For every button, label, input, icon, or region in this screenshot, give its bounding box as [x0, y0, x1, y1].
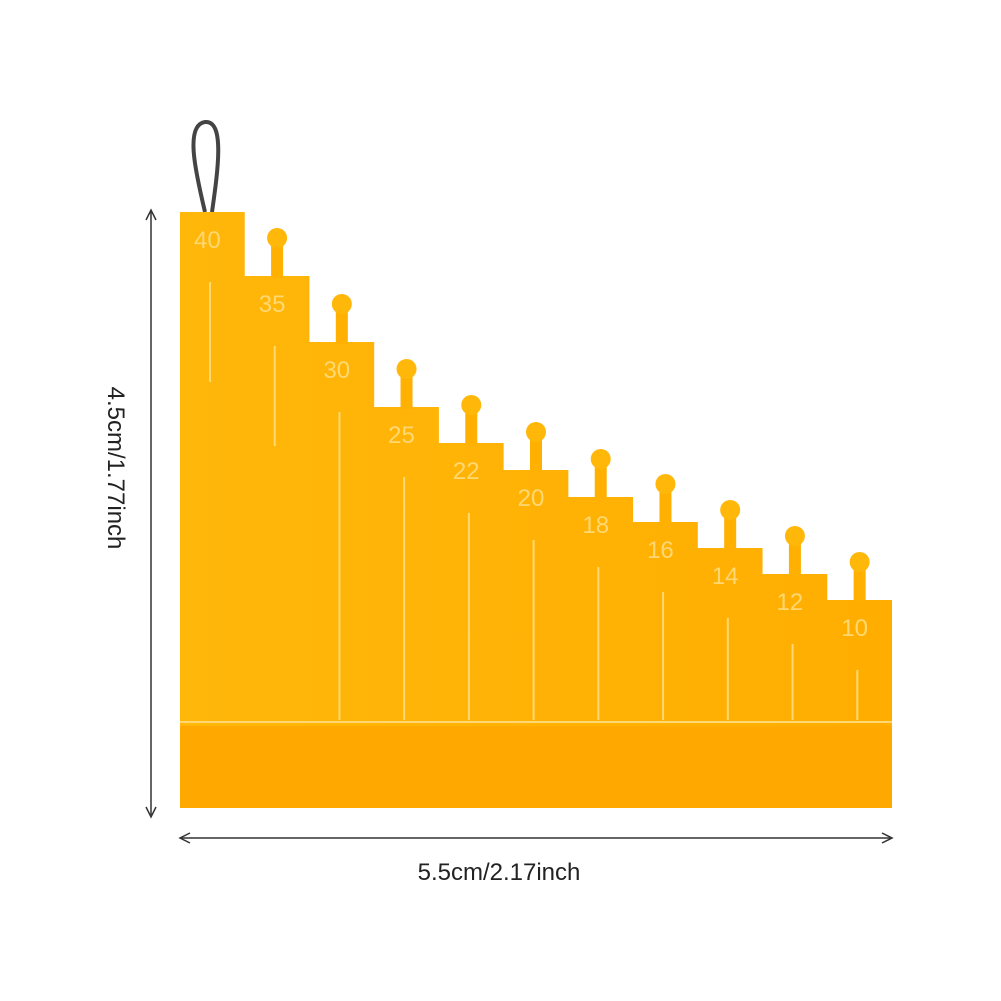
peg — [271, 240, 284, 278]
step-label: 16 — [647, 537, 674, 564]
peg — [465, 407, 478, 445]
peg-head — [331, 294, 352, 314]
step-label: 25 — [388, 422, 415, 449]
gauge-body — [180, 212, 892, 808]
step-label: 20 — [518, 485, 545, 512]
peg-head — [526, 422, 546, 442]
peg — [853, 564, 866, 602]
peg — [335, 306, 348, 344]
peg — [530, 434, 542, 472]
step-label: 18 — [582, 512, 609, 539]
peg-head — [720, 500, 741, 520]
step-label: 14 — [712, 563, 739, 590]
peg-head — [784, 526, 805, 546]
step-label: 10 — [841, 615, 868, 642]
peg-head — [655, 474, 676, 494]
width-arrowheads — [178, 832, 894, 844]
peg — [594, 461, 607, 499]
base-band — [180, 726, 892, 808]
peg — [788, 538, 801, 576]
step-label: 12 — [777, 589, 804, 616]
peg-head — [267, 228, 288, 248]
peg-head — [396, 359, 417, 379]
wire-loop — [191, 120, 221, 213]
peg-head — [849, 552, 870, 572]
step-label: 35 — [259, 291, 286, 318]
step-label: 22 — [453, 458, 480, 485]
peg-head — [590, 449, 611, 469]
peg — [724, 512, 737, 550]
gauge: 40 35 30 25 22 20 18 16 14 12 10 — [180, 212, 892, 808]
height-label: 4.5cm/1.77inch — [102, 387, 129, 550]
peg-head — [461, 395, 482, 415]
peg — [659, 486, 672, 524]
height-arrowheads — [145, 208, 157, 819]
peg — [400, 371, 413, 409]
step-label: 30 — [323, 357, 350, 384]
step-label: 40 — [194, 227, 221, 254]
width-label: 5.5cm/2.17inch — [418, 859, 581, 886]
